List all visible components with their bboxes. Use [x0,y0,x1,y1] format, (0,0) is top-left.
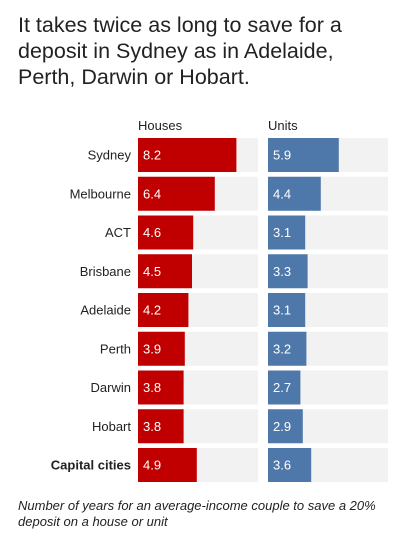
bar-houses-darwin [138,370,184,405]
value-label-houses-hobart: 3.8 [143,419,161,434]
value-label-houses-sydney: 8.2 [143,148,161,163]
category-label-perth: Perth [100,341,131,356]
value-label-houses-adelaide: 4.2 [143,303,161,318]
bar-units-sydney [268,138,339,172]
chart-title: It takes twice as long to save for a dep… [18,13,342,89]
bar-units-brisbane [268,254,308,289]
bar-units-darwin [268,370,301,405]
category-label-melbourne: Melbourne [70,186,131,201]
bar-units-hobart [268,409,303,444]
category-label-darwin: Darwin [91,380,131,395]
value-label-units-brisbane: 3.3 [273,264,291,279]
value-label-houses-perth: 3.9 [143,341,161,356]
bar-houses-melbourne [138,176,215,211]
chart-caption: Number of years for an average-income co… [18,498,376,529]
value-label-units-melbourne: 4.4 [273,186,291,201]
value-label-houses-brisbane: 4.5 [143,264,161,279]
value-label-units-hobart: 2.9 [273,419,291,434]
value-label-units-perth: 3.2 [273,341,291,356]
value-label-units-darwin: 2.7 [273,380,291,395]
bar-houses-perth [138,331,185,366]
category-label-adelaide: Adelaide [80,303,131,318]
bar-units-melbourne [268,176,321,211]
value-label-units-act: 3.1 [273,225,291,240]
bar-units-perth [268,331,307,366]
value-label-houses-darwin: 3.8 [143,380,161,395]
bar-units-adelaide [268,293,306,327]
category-label-capital-cities: Capital cities [51,458,131,473]
category-label-brisbane: Brisbane [80,264,131,279]
value-label-houses-act: 4.6 [143,225,161,240]
value-label-units-capital-cities: 3.6 [273,458,291,473]
bar-houses-adelaide [138,293,189,327]
value-label-units-sydney: 5.9 [273,148,291,163]
bar-houses-hobart [138,409,184,444]
bar-houses-act [138,215,194,250]
value-label-houses-melbourne: 6.4 [143,186,161,201]
column-header-houses: Houses [138,118,183,133]
category-label-hobart: Hobart [92,419,131,434]
category-label-act: ACT [105,225,131,240]
bar-units-capital-cities [268,448,312,482]
column-header-units: Units [268,118,298,133]
bar-houses-capital-cities [138,448,197,482]
bar-houses-brisbane [138,254,192,289]
value-label-houses-capital-cities: 4.9 [143,458,161,473]
bar-units-act [268,215,306,250]
category-label-sydney: Sydney [88,148,132,163]
value-label-units-adelaide: 3.1 [273,303,291,318]
bar-houses-sydney [138,138,237,172]
